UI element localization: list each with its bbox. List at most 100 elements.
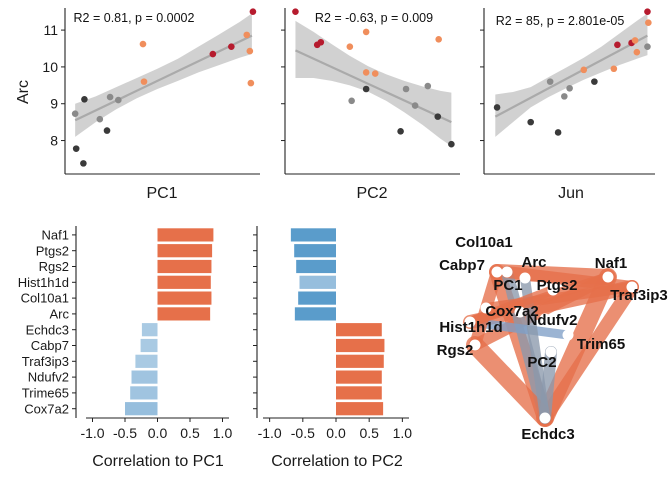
y-ticks [281,30,285,140]
bar-ptgs2 [158,244,213,257]
network-node-label: Hist1h1d [439,319,502,336]
x-axis-label: Correlation to PC1 [92,453,224,470]
bars [125,228,213,415]
scatter-point [611,65,618,72]
scatter-point [363,29,370,36]
bar-panel-pc1: Naf1Ptgs2Rgs2Hist1h1dCol10a1ArcEchdc3Cab… [18,226,233,470]
y-tick-label: 9 [50,96,58,112]
bar-ptgs2 [294,244,336,257]
category-label: Echdc3 [26,322,69,337]
bar-cabp7 [141,339,158,352]
x-tick-label: 0.5 [359,425,379,441]
bar-col10a1 [158,292,212,305]
scatter-point [318,39,325,46]
bar-col10a1 [298,292,336,305]
x-axis-label: PC2 [356,185,387,202]
bar-echdc3 [142,323,158,336]
scatter-point [347,43,354,50]
bar-ndufv2 [132,371,158,384]
category-label: Ptgs2 [36,243,69,258]
network-node-label: Col10a1 [455,234,513,251]
scatter-point [97,116,104,123]
bar-cox7a2 [125,402,158,415]
bar-naf1 [158,228,214,241]
network-panel: Col10a1Cabp7 ArcPC1 Ptgs2Naf1Traf3ip3Cox7a… [437,234,668,443]
network-node-label: Naf1 [595,255,628,272]
scatter-point [210,51,217,58]
scatter-point [644,8,651,15]
category-labels: Naf1Ptgs2Rgs2Hist1h1dCol10a1ArcEchdc3Cab… [18,228,76,417]
bar-arc [158,307,211,320]
bar-ndufv2 [336,371,382,384]
network-node-label: PC1 [493,277,522,294]
network-node [502,267,513,278]
stat-annotation: R2 = 85, p = 2.801e-05 [496,14,625,28]
bar-trime65 [336,386,382,399]
scatter-point [435,36,442,43]
category-label: Arc [50,307,70,322]
scatter-point [566,85,573,92]
scatter-panel-pc2: R2 = -0.63, p = 0.009 PC2 [281,8,460,202]
y-tick-label: 10 [42,59,58,75]
scatter-point [372,70,379,77]
category-label: Cabp7 [31,338,69,353]
scatter-point [363,69,370,76]
scatter-point [448,141,455,148]
bar-panel-pc2: -1.0 -0.5 0.0 0.5 1.0 Correlation to PC2 [253,226,412,470]
scatter-point [292,8,299,15]
network-node-label: Traf3ip3 [610,287,668,304]
category-label: Traf3ip3 [22,354,69,369]
x-tick-label: 0.5 [180,425,200,441]
scatter-point [644,43,651,50]
scatter-point [248,80,255,87]
scatter-point [107,94,114,101]
scatter-point [527,119,534,126]
x-tick-label: 0.0 [326,425,346,441]
bar-arc [295,307,336,320]
bar-traf3ip3 [336,355,384,368]
scatter-point [115,97,122,104]
scatter-point [547,78,554,85]
network-node-label: Arc [521,254,546,271]
scatter-point [580,67,587,74]
x-tick-label: 1.0 [393,425,413,441]
category-label: Naf1 [42,228,69,243]
x-tick-label: -1.0 [80,425,104,441]
scatter-point [250,8,257,15]
scatter-point [645,19,652,26]
scatter-point [561,93,568,100]
scatter-point [243,32,250,39]
y-ticks [480,30,484,140]
scatter-point [555,129,562,136]
bar-traf3ip3 [135,355,157,368]
network-node [540,413,551,424]
x-tick-label: -1.0 [258,425,282,441]
y-ticks: 8 9 10 11 [42,22,65,148]
scatter-point [140,41,147,48]
network-node-label: PC2 [527,354,556,371]
category-label: Trime65 [22,386,69,401]
x-tick-label: 0.0 [148,425,168,441]
bar-hist1h1d [300,276,337,289]
y-tick-label: 8 [50,133,58,149]
scatter-point [494,104,501,111]
bars [291,228,385,415]
x-tick-label: 1.0 [213,425,233,441]
scatter-point [104,127,111,134]
scatter-point [73,145,80,152]
bar-hist1h1d [158,276,211,289]
stat-annotation: R2 = 0.81, p = 0.0002 [74,11,195,25]
scatter-point [81,96,88,103]
category-label: Cox7a2 [24,401,69,416]
fit-line [495,36,647,117]
scatter-point [403,86,410,93]
x-axis-label: PC1 [146,185,177,202]
y-ticks [253,235,257,409]
bar-echdc3 [336,323,382,336]
scatter-point [348,97,355,104]
scatter-point [247,48,254,55]
bar-naf1 [291,228,336,241]
bar-cox7a2 [336,402,383,415]
scatter-panel-jun: R2 = 85, p = 2.801e-05 Jun [480,8,655,202]
scatter-point [72,110,79,117]
